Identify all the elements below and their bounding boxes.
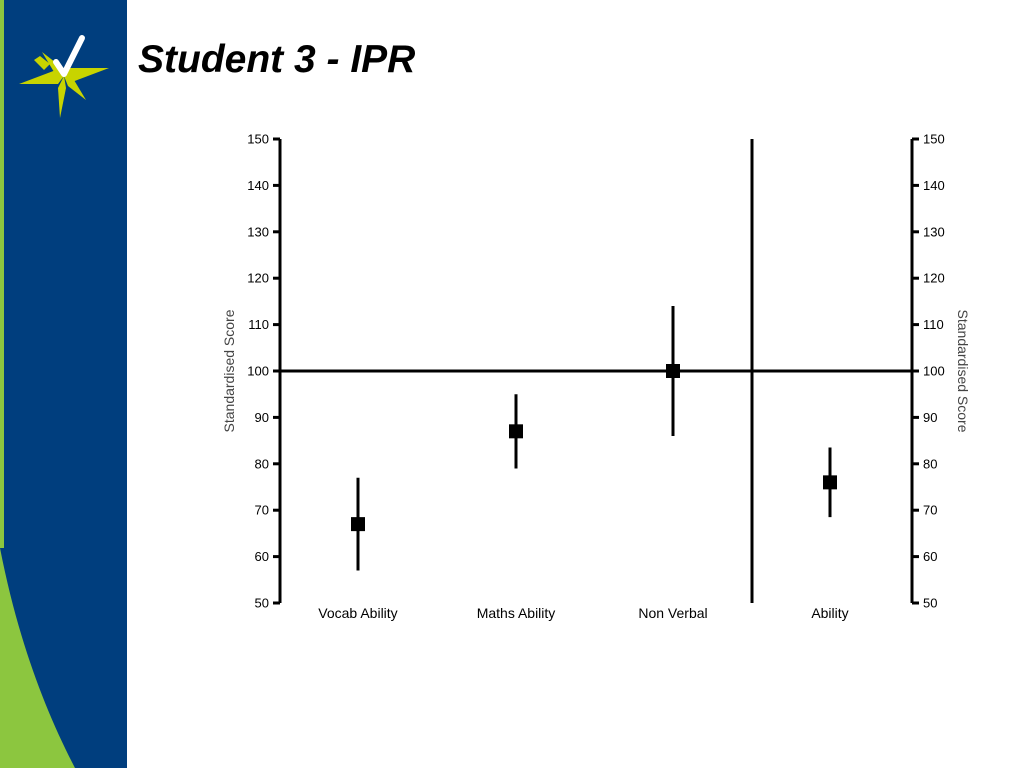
y-tick-label-right: 60 (923, 549, 937, 564)
category-label: Ability (811, 605, 848, 621)
y-tick-label-right: 110 (923, 317, 944, 332)
y-tick-label-left: 100 (247, 364, 269, 379)
slide-title: Student 3 - IPR (138, 38, 416, 81)
y-tick-label-left: 70 (255, 503, 269, 518)
sidebar (0, 0, 127, 768)
y-tick-label-left: 130 (247, 224, 269, 239)
y-tick-label-left: 80 (255, 456, 269, 471)
data-point (666, 364, 680, 378)
data-point (823, 475, 837, 490)
y-tick-label-left: 90 (255, 410, 269, 425)
y-tick-label-left: 50 (255, 596, 269, 611)
y-tick-label-left: 120 (247, 271, 269, 286)
data-point (509, 424, 523, 439)
y-tick-label-right: 140 (923, 178, 945, 193)
y-tick-label-left: 140 (247, 178, 269, 193)
y-tick-label-left: 150 (247, 132, 269, 147)
y-tick-label-right: 150 (923, 132, 945, 147)
y-tick-label-left: 110 (248, 317, 269, 332)
y-tick-label-right: 80 (923, 456, 937, 471)
category-label: Vocab Ability (318, 605, 397, 621)
y-axis-title-right: Standardised Score (955, 310, 971, 433)
y-tick-label-left: 60 (255, 549, 269, 564)
logo-check-mark (53, 35, 85, 77)
category-label: Maths Ability (477, 605, 556, 621)
y-tick-label-right: 50 (923, 596, 937, 611)
sidebar-background (0, 0, 127, 768)
data-point (351, 517, 365, 532)
y-axis-title-left: Standardised Score (221, 309, 237, 432)
y-tick-label-right: 70 (923, 503, 937, 518)
y-tick-label-right: 90 (923, 410, 937, 425)
y-tick-label-right: 130 (923, 224, 945, 239)
category-label: Non Verbal (638, 605, 707, 621)
star-check-logo-icon (19, 35, 109, 118)
y-tick-label-right: 120 (923, 271, 945, 286)
y-tick-label-right: 100 (923, 364, 945, 379)
